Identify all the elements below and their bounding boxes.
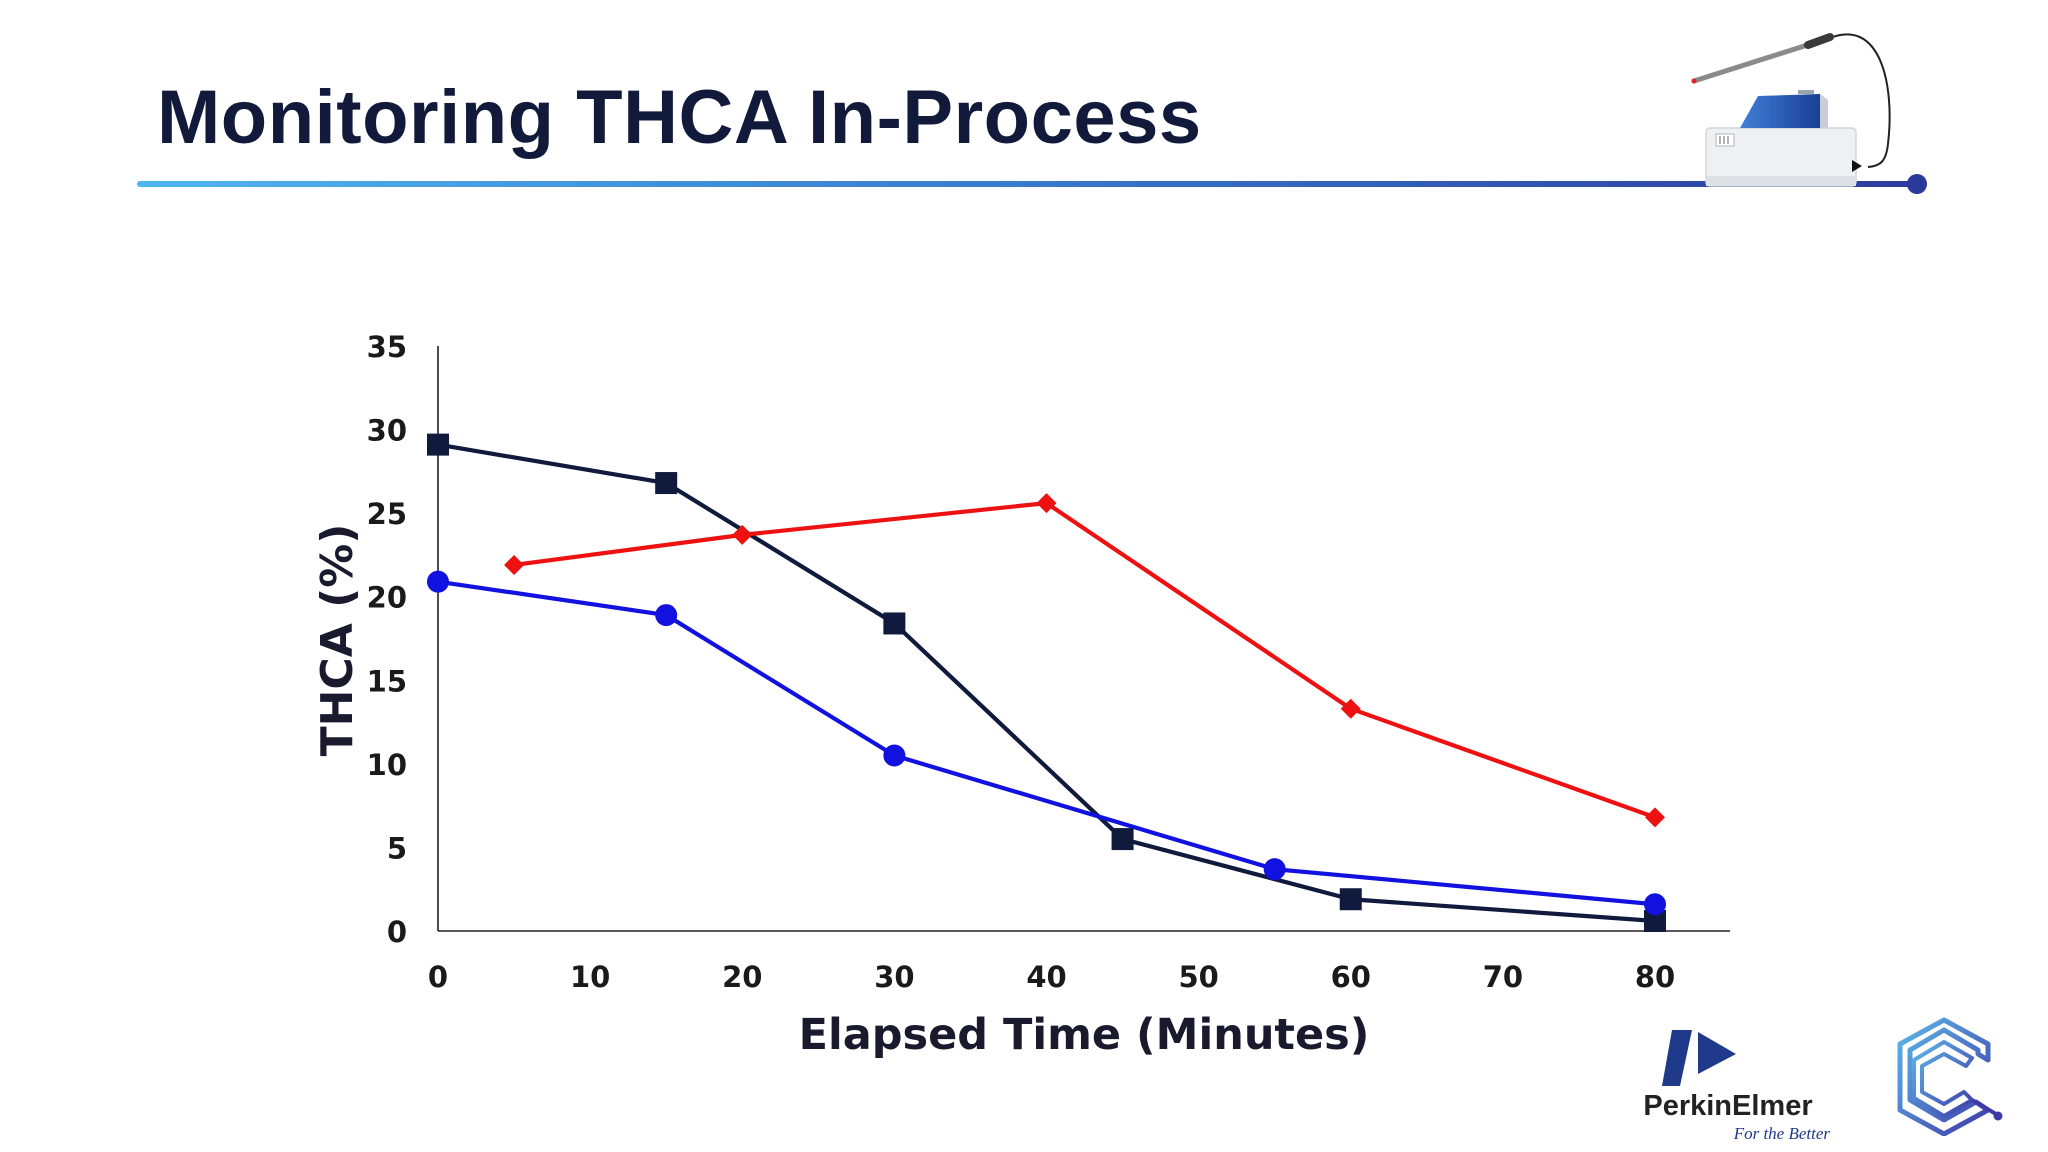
- x-tick-label: 70: [1483, 960, 1523, 994]
- x-tick-label: 10: [570, 960, 610, 994]
- data-point-diamond: [1645, 807, 1665, 828]
- series-markers: [427, 433, 1666, 932]
- y-tick-label: 5: [387, 831, 407, 865]
- y-tick-label: 30: [367, 414, 407, 448]
- x-tick-label: 20: [722, 960, 762, 994]
- y-tick-label: 20: [367, 581, 407, 615]
- y-tick-label: 0: [387, 915, 407, 949]
- data-point-square: [655, 472, 678, 495]
- x-tick-label: 60: [1331, 960, 1371, 994]
- data-point-diamond: [732, 524, 753, 545]
- series-line-circle: [437, 579, 1656, 907]
- data-point-circle: [1263, 858, 1286, 881]
- data-point-circle: [1644, 893, 1666, 916]
- data-point-circle: [655, 604, 678, 627]
- circuit-c-icon: [1897, 1017, 2003, 1136]
- y-tick-label: 15: [367, 664, 407, 698]
- perkinelmer-p-icon: [1662, 1030, 1736, 1086]
- x-tick-label: 0: [428, 960, 448, 994]
- series-line-square: [437, 442, 1656, 924]
- y-tick-label: 10: [367, 748, 407, 782]
- y-axis-label: THCA (%): [312, 524, 363, 757]
- data-point-diamond: [1340, 698, 1361, 719]
- data-point-square: [883, 612, 906, 635]
- data-point-diamond: [1036, 493, 1057, 514]
- data-point-square: [1111, 828, 1134, 851]
- data-point-diamond: [504, 554, 525, 575]
- y-tick-label: 25: [367, 497, 407, 531]
- perkinelmer-tagline: For the Better: [1733, 1124, 1830, 1143]
- chart-axes: [437, 346, 1730, 932]
- perkinelmer-wordmark: PerkinElmer: [1643, 1090, 1813, 1122]
- data-point-square: [1644, 909, 1666, 932]
- x-axis-label: Elapsed Time (Minutes): [799, 1010, 1370, 1060]
- analyzer-with-probe-icon: [1691, 33, 1891, 187]
- x-tick-labels: 0 10 20 30 40 50 60 70 80: [428, 960, 1675, 994]
- series-line-diamond: [513, 501, 1656, 820]
- perkinelmer-logo: PerkinElmer For the Better: [1618, 1024, 1838, 1144]
- title-divider: [137, 181, 1916, 187]
- y-tick-labels: 0 5 10 15 20 25 30 35: [367, 330, 407, 949]
- x-tick-label: 80: [1635, 960, 1675, 994]
- data-point-circle: [427, 570, 449, 593]
- title-divider-end-dot: [1907, 174, 1927, 194]
- x-tick-label: 40: [1026, 960, 1066, 994]
- data-point-square: [427, 433, 449, 456]
- data-point-circle: [883, 744, 906, 767]
- data-point-square: [1339, 888, 1362, 911]
- slide-title: Monitoring THCA In-Process: [157, 75, 1202, 160]
- y-tick-label: 35: [367, 330, 407, 364]
- series-lines: [437, 442, 1656, 924]
- x-tick-label: 30: [874, 960, 914, 994]
- x-tick-label: 50: [1178, 960, 1218, 994]
